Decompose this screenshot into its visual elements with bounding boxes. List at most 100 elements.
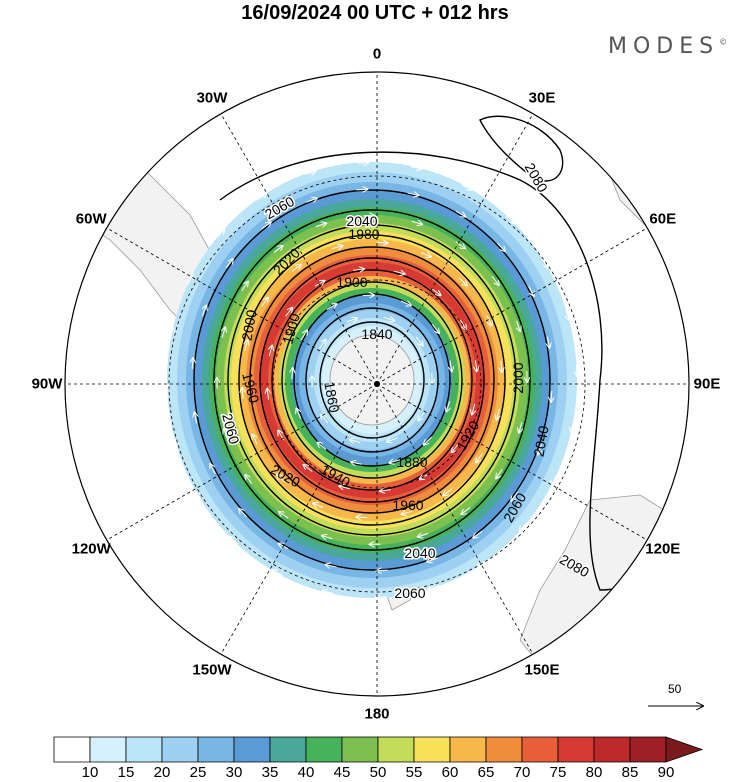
wind-arrow-44 bbox=[427, 558, 438, 562]
wind-arrow-106 bbox=[300, 330, 307, 341]
wind-arrow-115 bbox=[350, 439, 361, 442]
wind-arrow-34 bbox=[356, 189, 367, 190]
wind-arrow-35 bbox=[407, 193, 419, 195]
colorbar-swatch-7 bbox=[305, 736, 343, 763]
colorbar-tick-10: 10 bbox=[81, 764, 99, 781]
contour-label-2060-bottom: 2060 bbox=[394, 585, 425, 601]
contour-line-2 bbox=[227, 224, 517, 536]
wind-arrow-87 bbox=[303, 465, 313, 472]
wind-arrow-100 bbox=[424, 436, 433, 445]
wind-arrow-40 bbox=[551, 390, 552, 402]
wind-arrow-49 bbox=[245, 475, 253, 484]
colorbar-tick-70: 70 bbox=[513, 764, 531, 781]
wind-arrow-63 bbox=[496, 468, 503, 478]
wind-arrow-119 bbox=[346, 318, 357, 322]
colorbar-swatch-12 bbox=[485, 736, 523, 763]
colorbar-swatch-9 bbox=[377, 736, 415, 763]
wind-arrow-73 bbox=[261, 297, 268, 307]
colorbar-tick-50: 50 bbox=[369, 764, 387, 781]
contour-label-2000-right: 2000 bbox=[510, 362, 526, 393]
colorbar-tick-80: 80 bbox=[585, 764, 603, 781]
colorbar-tick-75: 75 bbox=[549, 764, 567, 781]
longitude-label-0: 0 bbox=[372, 45, 382, 63]
colorbar-tick-85: 85 bbox=[621, 764, 639, 781]
wind-arrow-7 bbox=[216, 229, 224, 238]
wind-arrow-67 bbox=[356, 517, 368, 518]
colorbar-swatch-0 bbox=[53, 736, 91, 763]
wind-arrow-113 bbox=[418, 411, 426, 420]
wind-arrow-82 bbox=[476, 453, 483, 462]
wind-arrow-83 bbox=[443, 488, 453, 495]
wind-arrow-30 bbox=[202, 306, 206, 316]
brand-logo: MODES© bbox=[608, 34, 727, 59]
wind-arrow-118 bbox=[318, 340, 325, 349]
wind-arrow-80 bbox=[501, 361, 502, 372]
colorbar-tick-45: 45 bbox=[333, 764, 351, 781]
map-boundary bbox=[64, 71, 690, 697]
wind-arrow-3 bbox=[175, 440, 178, 451]
contour-label-1900-left: 1900 bbox=[279, 311, 303, 345]
wind-arrow-98 bbox=[472, 403, 475, 415]
wind-arrow-41 bbox=[538, 444, 542, 454]
wind-arrow-112 bbox=[446, 401, 449, 411]
meridian-line-300 bbox=[106, 227, 378, 385]
wind-arrow-24 bbox=[326, 565, 337, 567]
meridian-line-60 bbox=[376, 227, 648, 385]
copyright-mark: © bbox=[719, 37, 728, 47]
wind-arrow-13 bbox=[505, 215, 514, 223]
colorbar-tick-35: 35 bbox=[261, 764, 279, 781]
wind-arrow-74 bbox=[291, 265, 301, 272]
wind-arrow-92 bbox=[314, 281, 325, 287]
wind-arrows bbox=[167, 163, 577, 598]
contour-label-2040-top: 2040 bbox=[346, 213, 377, 229]
wind-arrow-5 bbox=[171, 328, 173, 339]
contour-line-10 bbox=[319, 321, 425, 439]
wind-arrow-23 bbox=[322, 591, 334, 593]
wind-arrow-11 bbox=[410, 167, 422, 169]
wind-arrow-79 bbox=[486, 315, 492, 326]
contour-line-4 bbox=[249, 246, 495, 514]
wind-arrow-97 bbox=[475, 360, 476, 371]
colorbar-swatch-13 bbox=[521, 736, 559, 763]
colorbar-swatch-2 bbox=[125, 736, 163, 763]
colorbar-swatch-1 bbox=[89, 736, 127, 763]
antarctic-interior bbox=[329, 334, 415, 426]
contour-label-1840: 1840 bbox=[361, 326, 392, 342]
wind-arrow-29 bbox=[192, 358, 193, 370]
pole-marker bbox=[374, 381, 380, 387]
wind-arrow-60 bbox=[517, 320, 521, 331]
longitude-label-60e: 60E bbox=[649, 210, 677, 228]
wind-arrow-96 bbox=[459, 319, 465, 330]
colorbar bbox=[53, 736, 704, 763]
wind-arrow-53 bbox=[241, 282, 248, 292]
wind-arrow-76 bbox=[376, 242, 388, 243]
wind-arrow-86 bbox=[339, 486, 350, 489]
wind-arrow-93 bbox=[353, 269, 364, 270]
wind-arrow-90 bbox=[269, 346, 272, 357]
colorbar-swatch-16 bbox=[629, 736, 667, 763]
wind-arrow-114 bbox=[387, 438, 398, 442]
contour-label-1860: 1860 bbox=[321, 380, 342, 414]
wind-arrow-104 bbox=[296, 409, 302, 419]
wind-arrow-91 bbox=[285, 308, 293, 317]
colorbar-tick-65: 65 bbox=[477, 764, 495, 781]
wind-arrow-33 bbox=[306, 198, 316, 202]
wind-arrow-55 bbox=[315, 223, 326, 227]
longitude-label-90w: 90W bbox=[31, 375, 63, 393]
colorbar-tick-90: 90 bbox=[657, 764, 675, 781]
wind-arrow-70 bbox=[252, 434, 258, 445]
wind-arrow-37 bbox=[496, 242, 505, 251]
colorbar-tick-40: 40 bbox=[297, 764, 315, 781]
wind-arrow-12 bbox=[461, 184, 472, 190]
longitude-label-120w: 120W bbox=[71, 540, 111, 558]
contour-label-2000-left: 2000 bbox=[238, 308, 259, 342]
wind-arrow-64 bbox=[461, 507, 471, 515]
wind-arrow-31 bbox=[225, 259, 233, 269]
contour-line-7 bbox=[281, 281, 463, 479]
wind-arrow-107 bbox=[326, 304, 336, 311]
wind-arrow-36 bbox=[455, 210, 466, 216]
meridian-line-150 bbox=[376, 383, 534, 655]
graticule bbox=[65, 72, 689, 696]
contour-label-1980-top: 1980 bbox=[348, 226, 379, 242]
colorbar-tick-60: 60 bbox=[441, 764, 459, 781]
